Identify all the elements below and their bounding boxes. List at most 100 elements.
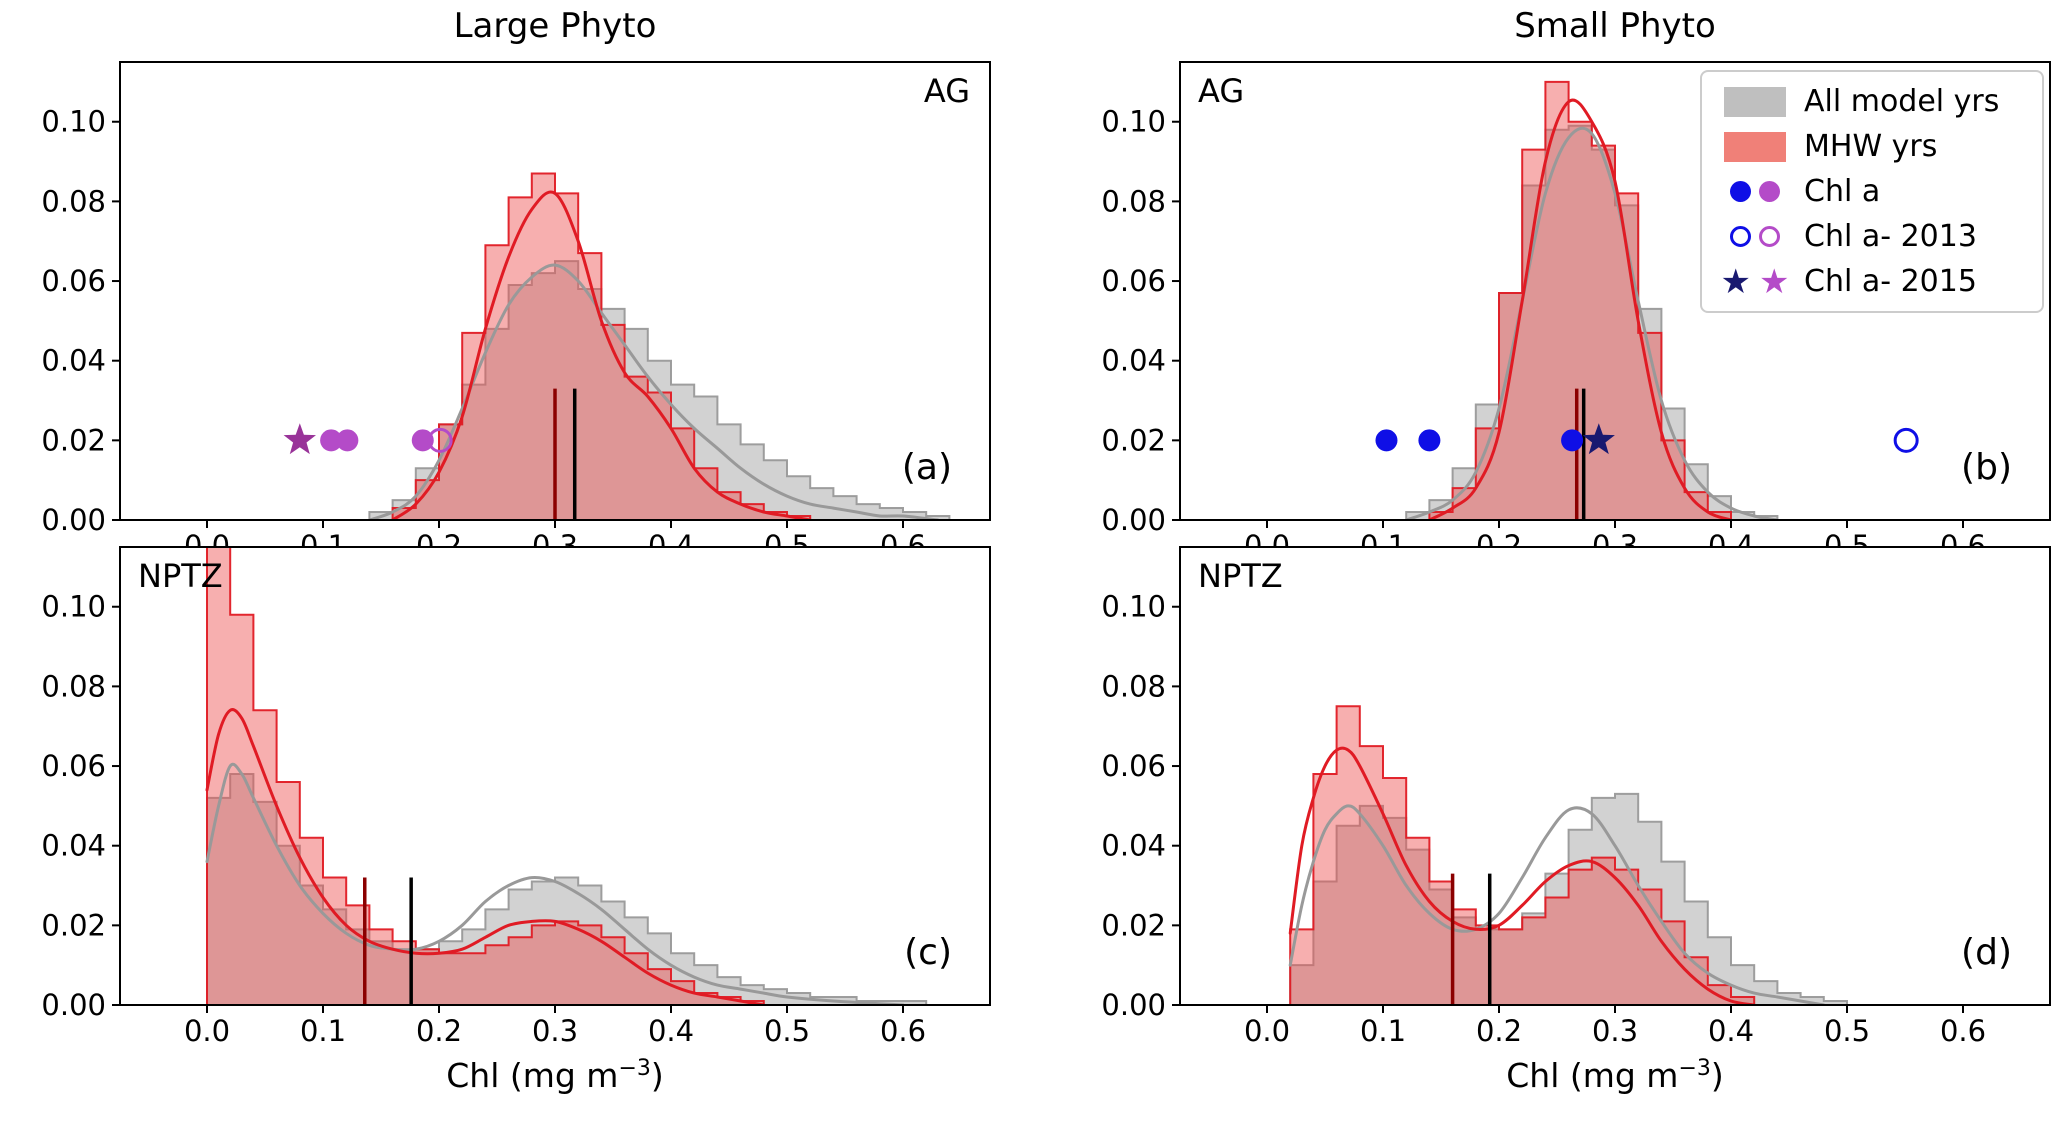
panel-b-letter-label: (b) bbox=[1961, 447, 2012, 488]
panel-d-letter-label: (d) bbox=[1961, 932, 2012, 973]
column-title-small-phyto: Small Phyto bbox=[1514, 6, 1716, 46]
panel-a-y-tick-label: 0.08 bbox=[41, 184, 106, 218]
panel-d-y-tick-label: 0.06 bbox=[1101, 749, 1166, 783]
panel-d-x-tick-label: 0.4 bbox=[1708, 1014, 1754, 1048]
panel-b-x-tick-label: 0.2 bbox=[1476, 529, 1522, 563]
panel-d-y-tick-label: 0.02 bbox=[1101, 908, 1166, 942]
legend-label-all-model-yrs: All model yrs bbox=[1804, 84, 2000, 119]
panel-b-x-tick-label: 0.3 bbox=[1592, 529, 1638, 563]
chl-a-purple-circle-icon bbox=[1759, 181, 1780, 202]
panel-b-y-tick-label: 0.08 bbox=[1101, 184, 1166, 218]
panel-a-y-tick-label: 0.06 bbox=[41, 264, 106, 298]
x-axis-label-left: Chl (mg m−3) bbox=[120, 1056, 990, 1095]
panel-c-y-tick-label: 0.00 bbox=[41, 988, 106, 1022]
all-model-yrs-patch-icon bbox=[1724, 86, 1786, 117]
panel-d-region-label: NPTZ bbox=[1198, 557, 1283, 595]
panel-a-x-tick-label: 0.1 bbox=[300, 529, 346, 563]
panel-d-kde-all-model-yrs bbox=[1288, 804, 1826, 1005]
panel-b-x-tick-label: 0.0 bbox=[1244, 529, 1290, 563]
panel-d-y-tick-label: 0.04 bbox=[1101, 829, 1166, 863]
panel-d-x-tick-label: 0.1 bbox=[1360, 1014, 1406, 1048]
panel-d-x-tick-label: 0.0 bbox=[1244, 1014, 1290, 1048]
panel-d-y-tick-label: 0.00 bbox=[1101, 988, 1166, 1022]
panel-b-x-tick-label: 0.1 bbox=[1360, 529, 1406, 563]
legend-label-chl-a-2013: Chl a- 2013 bbox=[1804, 219, 1977, 254]
panel-a-circle-marker-3 bbox=[411, 429, 434, 452]
legend-label-chl-a-2015: Chl a- 2015 bbox=[1804, 264, 1977, 299]
top-row-clipped-xtick-labels: 0.0 0.1 0.2 0.3 0.4 0.5 0.6 0.0 0.1 0.2 0.3 0.4 0.5 0… bbox=[184, 529, 1986, 563]
x-axis-label-exponent: −3 bbox=[618, 1056, 651, 1081]
mhw-yrs-patch-icon bbox=[1724, 131, 1786, 162]
panel-c-letter-label: (c) bbox=[904, 932, 952, 973]
panel-a-letter-label: (a) bbox=[901, 447, 952, 488]
panel-b-open-circle-marker-4 bbox=[1893, 427, 1919, 453]
panel-d-x-tick-label: 0.6 bbox=[1940, 1014, 1986, 1048]
panel-c-y-tick-label: 0.10 bbox=[41, 590, 106, 624]
panel-c-y-tick-label: 0.06 bbox=[41, 749, 106, 783]
panel-c-x-tick-label: 0.0 bbox=[184, 1014, 230, 1048]
panel-a-x-tick-label: 0.5 bbox=[764, 529, 810, 563]
panel-c-y-tick-label: 0.08 bbox=[41, 669, 106, 703]
panel-b-star-marker-3 bbox=[1582, 423, 1615, 455]
panel-a-y-tick-label: 0.02 bbox=[41, 423, 106, 457]
panel-a-y-tick-label: 0.00 bbox=[41, 503, 106, 537]
panel-d-kde-mhw-yrs bbox=[1288, 746, 1756, 1005]
panel-b-circle-marker-1 bbox=[1418, 429, 1441, 452]
panel-c-y-tick-label: 0.04 bbox=[41, 829, 106, 863]
panel-c-kde-mhw-yrs bbox=[205, 708, 766, 1005]
legend-entry-chl-a-2015: ★ ★ Chl a- 2015 bbox=[1708, 262, 2036, 301]
panel-b-y-tick-label: 0.06 bbox=[1101, 264, 1166, 298]
chl-a-blue-circle-icon bbox=[1730, 181, 1751, 202]
panel-b-x-tick-label: 0.6 bbox=[1940, 529, 1986, 563]
panel-d-hist-mhw-yrs bbox=[1289, 705, 1756, 1005]
panel-c-kde-all-model-yrs bbox=[205, 762, 905, 1005]
x-axis-label-text: Chl (mg m bbox=[446, 1056, 619, 1095]
panel-b-y-tick-label: 0.00 bbox=[1101, 503, 1166, 537]
panel-b-region-label: AG bbox=[1198, 72, 1245, 110]
panel-a-x-tick-label: 0.0 bbox=[184, 529, 230, 563]
panel-d-y-tick-label: 0.08 bbox=[1101, 669, 1166, 703]
panel-b-y-tick-label: 0.10 bbox=[1101, 105, 1166, 139]
panel-a-star-marker-0 bbox=[283, 423, 316, 455]
panel-c-y-tick-label: 0.02 bbox=[41, 908, 106, 942]
x-axis-label-text: Chl (mg m bbox=[1506, 1056, 1679, 1095]
legend: All model yrs MHW yrs Chl a Chl a- 2013 … bbox=[1700, 70, 2044, 313]
panel-a-y-tick-label: 0.10 bbox=[41, 105, 106, 139]
legend-label-mhw-yrs: MHW yrs bbox=[1804, 129, 1938, 164]
panel-a-kde-all-model-yrs bbox=[367, 263, 940, 520]
panel-b-y-tick-label: 0.04 bbox=[1101, 344, 1166, 378]
panel-b-kde-mhw-yrs bbox=[1427, 98, 1733, 520]
column-title-large-phyto: Large Phyto bbox=[453, 6, 657, 46]
legend-entry-chl-a-2013: Chl a- 2013 bbox=[1708, 217, 2036, 256]
x-axis-label-suffix: ) bbox=[650, 1056, 664, 1095]
chl-a-2013-blue-open-circle-icon bbox=[1730, 226, 1751, 247]
chl-a-2013-purple-open-circle-icon bbox=[1759, 226, 1780, 247]
panel-a-x-tick-label: 0.3 bbox=[532, 529, 578, 563]
panel-a-x-tick-label: 0.2 bbox=[416, 529, 462, 563]
panel-c-x-tick-label: 0.1 bbox=[300, 1014, 346, 1048]
panel-a-y-tick-label: 0.04 bbox=[41, 344, 106, 378]
panel-a-x-tick-label: 0.6 bbox=[880, 529, 926, 563]
panel-a-x-tick-label: 0.4 bbox=[648, 529, 694, 563]
legend-label-chl-a: Chl a bbox=[1804, 174, 1881, 209]
panel-b-x-tick-label: 0.4 bbox=[1708, 529, 1754, 563]
legend-entry-all-model-yrs: All model yrs bbox=[1708, 82, 2036, 121]
panel-c-x-tick-label: 0.4 bbox=[648, 1014, 694, 1048]
panel-b-circle-marker-2 bbox=[1561, 429, 1584, 452]
chl-a-2015-purple-star-icon: ★ bbox=[1759, 261, 1790, 302]
panel-c-x-tick-label: 0.5 bbox=[764, 1014, 810, 1048]
x-axis-label-suffix: ) bbox=[1710, 1056, 1724, 1095]
panel-b-circle-marker-0 bbox=[1375, 429, 1398, 452]
panel-d-x-tick-label: 0.3 bbox=[1592, 1014, 1638, 1048]
panel-a-open-circle-marker-4 bbox=[427, 427, 453, 453]
panel-d-hist-all-model-yrs bbox=[1289, 792, 1848, 1005]
panel-a-kde-mhw-yrs bbox=[391, 190, 812, 520]
chl-a-2015-navy-star-icon: ★ bbox=[1720, 261, 1751, 302]
panel-b-y-tick-label: 0.02 bbox=[1101, 423, 1166, 457]
legend-entry-chl-a: Chl a bbox=[1708, 172, 2036, 211]
panel-c-region-label: NPTZ bbox=[138, 557, 223, 595]
panel-c-hist-mhw-yrs bbox=[206, 547, 765, 1005]
panel-a-circle-marker-1 bbox=[320, 429, 343, 452]
x-axis-label-right: Chl (mg m−3) bbox=[1180, 1056, 2050, 1095]
